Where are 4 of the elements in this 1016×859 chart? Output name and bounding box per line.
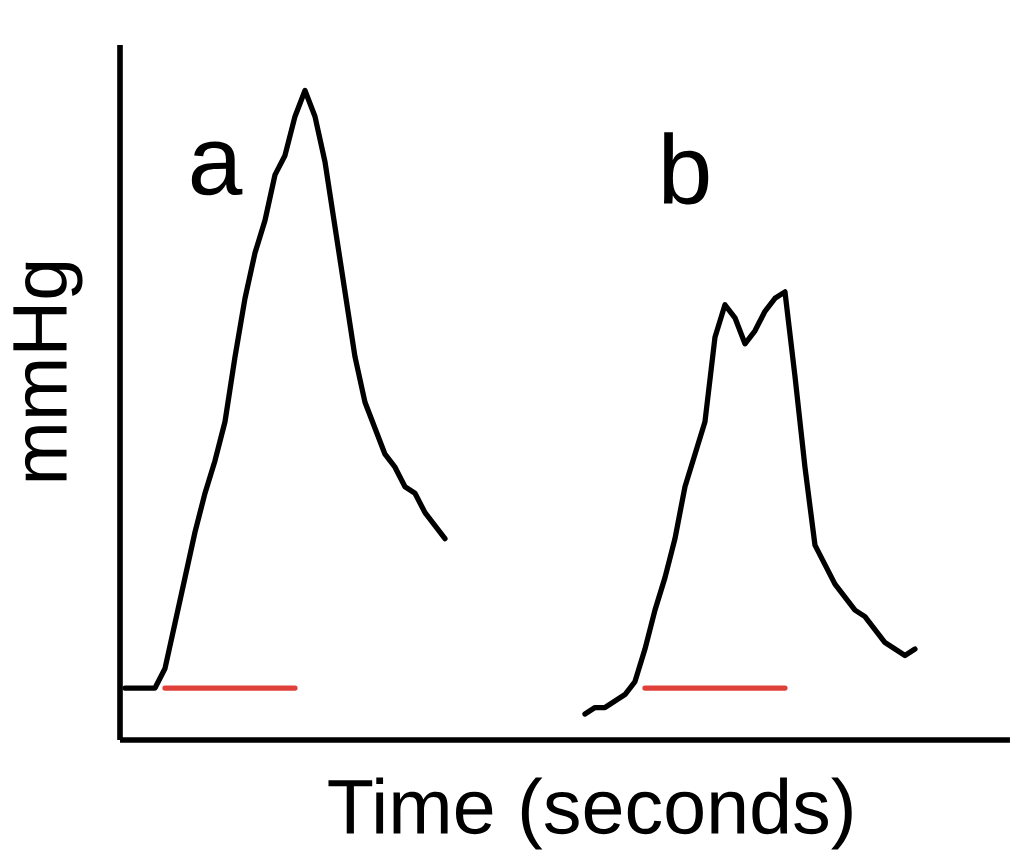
y-axis-title: mmHg bbox=[13, 262, 83, 481]
series-label: a bbox=[191, 141, 243, 196]
x-axis-title: Time (seconds) bbox=[328, 777, 852, 850]
series-label: b bbox=[663, 132, 709, 205]
